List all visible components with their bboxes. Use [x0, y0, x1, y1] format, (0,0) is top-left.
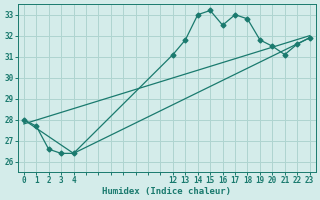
X-axis label: Humidex (Indice chaleur): Humidex (Indice chaleur) [102, 187, 231, 196]
